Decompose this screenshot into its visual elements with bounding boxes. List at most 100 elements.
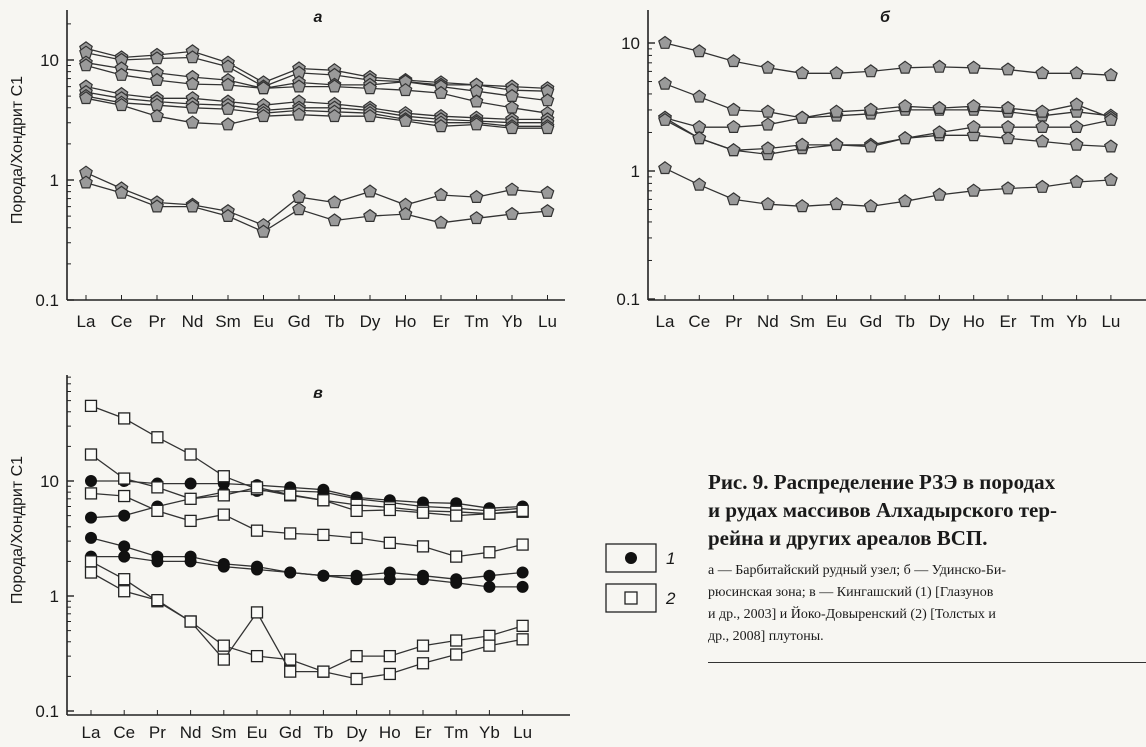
data-point-circle — [417, 573, 429, 586]
data-point-square — [383, 649, 396, 663]
data-point-square — [350, 531, 363, 545]
data-point-square — [118, 489, 131, 503]
data-point-pentagon — [398, 206, 413, 220]
x-tick-label-ce: Ce — [111, 312, 133, 331]
legend-box — [605, 583, 657, 613]
data-point-pentagon — [966, 60, 981, 74]
series-8 — [79, 91, 555, 135]
data-point-pentagon — [1035, 66, 1050, 80]
caption-body: а — Барбитайский рудный узел; б — Удинск… — [708, 563, 1006, 644]
data-point-pentagon — [1001, 131, 1015, 145]
data-point-circle — [184, 477, 197, 490]
data-point-circle — [516, 566, 529, 579]
data-point-square — [284, 653, 297, 666]
data-point-pentagon — [469, 189, 484, 203]
data-point-square — [516, 633, 529, 646]
data-point-pentagon — [221, 77, 235, 91]
data-point-square — [416, 639, 430, 652]
data-point-pentagon — [79, 175, 93, 189]
data-point-pentagon — [434, 215, 448, 229]
y-tick-label: 0.1 — [35, 702, 59, 721]
data-point-pentagon — [327, 108, 342, 123]
data-point-pentagon — [726, 54, 741, 68]
data-point-square — [118, 412, 131, 425]
data-point-pentagon — [1103, 67, 1118, 82]
data-point-circle — [118, 550, 131, 563]
data-point-pentagon — [658, 35, 672, 49]
x-tick-label-ho: Ho — [395, 312, 417, 331]
x-tick-label-sm: Sm — [211, 723, 237, 742]
data-point-square — [317, 528, 330, 542]
data-point-pentagon — [1001, 119, 1015, 133]
data-point-pentagon — [795, 110, 810, 124]
data-point-pentagon — [540, 93, 555, 107]
series-4 — [658, 110, 1118, 161]
y-tick-label: 10 — [40, 51, 59, 70]
x-tick-label-eu: Eu — [247, 723, 268, 742]
x-tick-label-gd: Gd — [288, 312, 311, 331]
caption-divider — [708, 662, 1146, 663]
x-tick-label-pr: Pr — [149, 723, 166, 742]
data-point-circle — [85, 511, 97, 524]
data-point-square — [151, 594, 164, 607]
data-point-pentagon — [932, 125, 947, 139]
legend-label: 2 — [665, 589, 676, 608]
y-tick-label: 1 — [631, 162, 640, 181]
data-point-pentagon — [829, 104, 844, 118]
series-10 — [79, 175, 555, 238]
panel-label: в — [313, 385, 323, 402]
x-tick-label-tb: Tb — [325, 312, 345, 331]
data-point-pentagon — [79, 58, 93, 72]
data-point-square — [217, 639, 230, 652]
data-point-square — [84, 399, 98, 413]
data-point-pentagon — [829, 196, 844, 211]
data-point-pentagon — [932, 187, 947, 201]
data-point-square — [151, 504, 164, 518]
legend: 12 — [605, 543, 676, 613]
data-point-pentagon — [221, 208, 235, 222]
x-tick-label-dy: Dy — [360, 312, 381, 331]
y-axis-label: Порода/Хондрит С1 — [9, 456, 26, 604]
y-tick-label: 10 — [621, 34, 640, 53]
data-point-pentagon — [114, 97, 129, 112]
data-point-square — [184, 615, 197, 628]
legend-label: 1 — [666, 549, 675, 568]
data-point-square — [416, 540, 430, 553]
data-point-pentagon — [505, 182, 519, 196]
data-point-circle — [118, 509, 131, 522]
x-tick-label-ce: Ce — [113, 723, 135, 742]
data-point-pentagon — [150, 199, 164, 213]
data-point-pentagon — [898, 60, 913, 74]
x-tick-label-eu: Eu — [253, 312, 274, 331]
data-point-pentagon — [469, 211, 484, 225]
data-point-pentagon — [795, 137, 810, 151]
data-point-square — [84, 487, 98, 500]
data-point-square — [118, 585, 131, 598]
data-point-pentagon — [795, 66, 810, 80]
data-point-pentagon — [898, 99, 913, 113]
data-point-square — [516, 504, 529, 518]
series-9 — [79, 165, 555, 232]
data-point-pentagon — [1069, 174, 1084, 188]
data-point-pentagon — [760, 117, 775, 131]
data-point-square — [516, 538, 529, 551]
y-tick-label: 1 — [50, 171, 59, 190]
data-point-square — [350, 672, 363, 686]
data-point-square — [317, 494, 330, 507]
data-point-circle — [184, 555, 197, 568]
x-tick-label-yb: Yb — [1066, 312, 1087, 331]
data-point-pentagon — [726, 192, 741, 206]
x-tick-label-tm: Tm — [1030, 312, 1055, 331]
y-tick-label: 0.1 — [35, 291, 59, 310]
data-point-pentagon — [1103, 112, 1118, 126]
data-point-pentagon — [932, 100, 947, 115]
data-point-square — [84, 448, 98, 461]
x-tick-label-pr: Pr — [725, 312, 742, 331]
data-point-pentagon — [726, 143, 741, 157]
data-point-pentagon — [1035, 104, 1050, 118]
data-point-square — [118, 573, 131, 586]
data-point-square — [416, 506, 430, 519]
data-point-pentagon — [221, 101, 235, 115]
data-point-pentagon — [221, 59, 235, 73]
